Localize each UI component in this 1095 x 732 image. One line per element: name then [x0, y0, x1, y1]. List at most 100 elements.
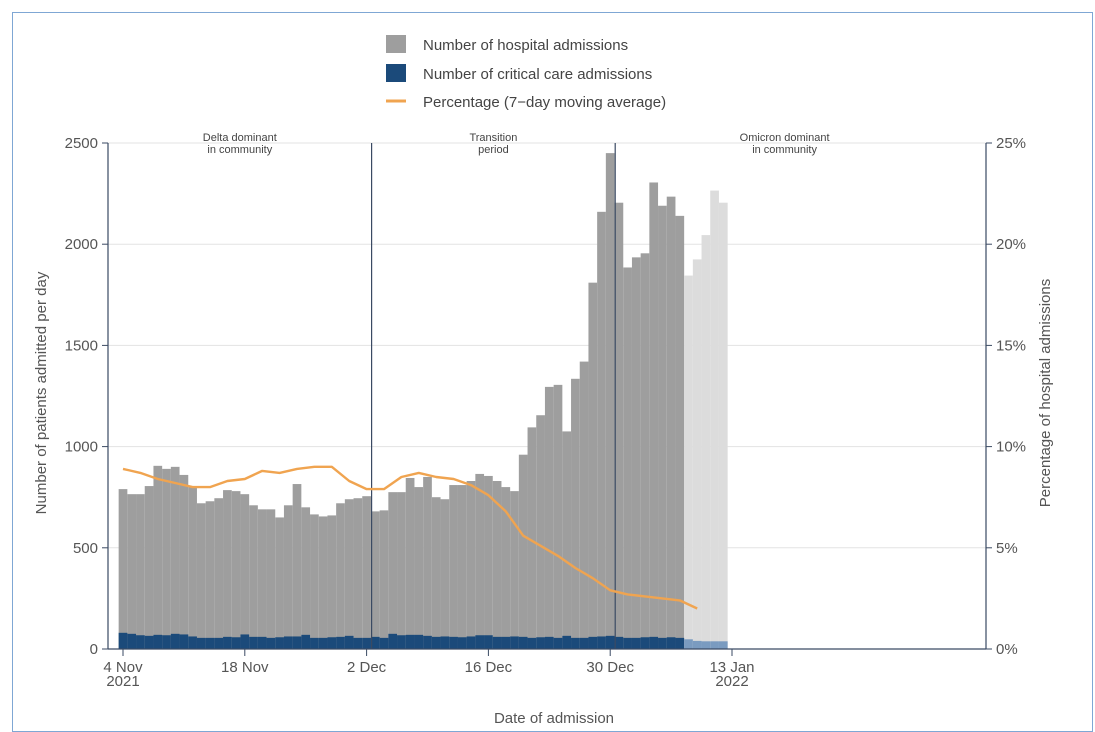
critical-care-bar [336, 636, 345, 649]
hospital-bar [388, 492, 398, 649]
critical-care-bar [327, 637, 337, 649]
critical-care-bar [423, 635, 432, 649]
hospital-bar [718, 202, 728, 649]
hospital-bar [223, 490, 232, 649]
critical-care-bar [562, 635, 572, 649]
y2-axis-title: Percentage of hospital admissions [1037, 279, 1054, 507]
hospital-bar [466, 481, 476, 649]
period-label: in community [207, 144, 272, 156]
y2-tick-label: 0% [996, 641, 1018, 658]
critical-care-bar [162, 635, 171, 649]
critical-care-bar [466, 636, 476, 649]
hospital-bar [684, 275, 693, 649]
y2-tick-label: 5% [996, 540, 1018, 557]
hospital-bar [257, 509, 267, 649]
critical-care-bar [223, 636, 232, 649]
hospital-bar [588, 282, 598, 649]
hospital-bar [179, 474, 189, 649]
critical-care-bar [605, 635, 615, 649]
critical-care-bar [614, 636, 624, 649]
x-tick-label: 2 Dec [347, 659, 387, 676]
hospital-bar [631, 257, 641, 649]
critical-care-bar [292, 636, 302, 649]
critical-care-bar [179, 634, 189, 649]
critical-care-bar [484, 635, 493, 649]
hospital-bar [370, 511, 380, 649]
hospital-bar [562, 431, 572, 649]
period-label: Transition [469, 132, 517, 144]
hospital-bar [527, 427, 537, 649]
hospital-bar [431, 497, 441, 649]
hospital-bars [118, 153, 728, 650]
hospital-bar [240, 494, 250, 649]
critical-care-bar [588, 636, 598, 649]
critical-care-bar [414, 634, 424, 649]
percentage-line-path [122, 465, 698, 610]
critical-care-bar [431, 636, 441, 649]
y2-tick-label: 15% [996, 337, 1026, 354]
hospital-bar [649, 182, 659, 649]
critical-care-bar [283, 636, 293, 649]
critical-care-bar [249, 636, 258, 649]
hospital-bar [136, 494, 145, 649]
y-tick-label: 2000 [65, 236, 98, 253]
legend-swatch-hospital [386, 35, 406, 53]
hospital-bar [675, 215, 685, 649]
critical-care-bar [631, 637, 641, 649]
percentage-line [122, 465, 698, 610]
critical-care-bar [658, 637, 667, 649]
x-tick-label: 13 Jan [709, 659, 754, 676]
hospital-bar [510, 491, 519, 649]
hospital-bar [170, 466, 180, 649]
period-label: Omicron dominant [740, 132, 830, 144]
hospital-bar [484, 475, 493, 649]
hospital-bar [457, 485, 467, 649]
critical-care-bar [571, 637, 580, 649]
critical-care-bar [692, 640, 702, 649]
x-tick-label: 16 Dec [465, 659, 513, 676]
axes [107, 143, 987, 650]
y-tick-label: 2500 [65, 135, 98, 152]
y-tick-label: 500 [73, 540, 98, 557]
critical-care-bar [240, 634, 250, 649]
critical-care-bar [536, 637, 545, 649]
period-label: Delta dominant [203, 132, 277, 144]
critical-care-bar [318, 637, 328, 649]
critical-care-bar [214, 637, 224, 649]
x-tick-label: 18 Nov [221, 659, 269, 676]
critical-care-bar [231, 637, 241, 649]
critical-care-bar [623, 637, 632, 649]
critical-care-bar [362, 637, 371, 649]
critical-care-bar [510, 636, 519, 649]
x-axis-title: Date of admission [494, 710, 614, 726]
hospital-bar [492, 481, 502, 649]
critical-care-bar [518, 636, 528, 649]
critical-care-bar [475, 635, 485, 649]
critical-care-bar [701, 641, 711, 649]
hospital-bar [310, 514, 319, 649]
legend-label-percentage: Percentage (7−day moving average) [423, 94, 666, 111]
hospital-bar [405, 477, 415, 649]
critical-care-bar [353, 637, 363, 649]
critical-care-bar [457, 637, 467, 649]
hospital-bar [571, 378, 580, 649]
critical-care-bar [118, 632, 128, 649]
hospital-bar [144, 486, 154, 649]
hospital-bar [623, 267, 632, 649]
critical-care-bar [640, 637, 650, 649]
critical-care-bar [144, 635, 154, 649]
critical-care-bar [544, 636, 554, 649]
hospital-bar [266, 509, 276, 649]
critical-care-bar [597, 636, 606, 649]
hospital-bar [701, 235, 711, 650]
hospital-bar [518, 454, 528, 649]
critical-care-bar [440, 636, 450, 649]
hospital-bar [692, 259, 702, 649]
legend-swatch-critical [386, 64, 406, 82]
y2-tick-label: 25% [996, 135, 1026, 152]
hospital-bar [553, 384, 563, 649]
critical-care-bar [153, 634, 163, 649]
hospital-bar [640, 253, 650, 650]
critical-care-bar [684, 639, 693, 649]
